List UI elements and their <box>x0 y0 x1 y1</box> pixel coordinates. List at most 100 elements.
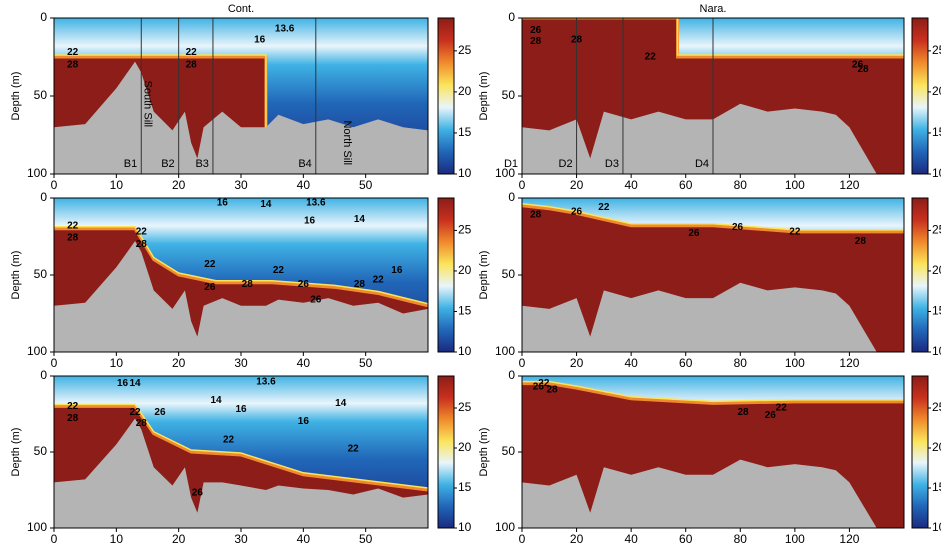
x-tick-label: 40 <box>297 178 311 192</box>
feature-label: South Sill <box>142 81 154 127</box>
colorbar-tick-label: 15 <box>932 480 941 494</box>
x-tick-label: 100 <box>785 532 805 546</box>
x-tick-label: 80 <box>734 356 748 370</box>
contour-label: 26 <box>688 228 700 239</box>
colorbar-tick-label: 15 <box>458 304 472 318</box>
contour-label: 26 <box>533 381 545 392</box>
contour-label: 22 <box>67 220 79 231</box>
contour-label: 22 <box>598 202 610 213</box>
feature-label: North Sill <box>341 120 353 165</box>
x-tick-label: 80 <box>734 178 748 192</box>
station-label: B1 <box>124 158 137 170</box>
contour-label: 28 <box>242 279 254 290</box>
x-tick-label: 30 <box>234 356 248 370</box>
contour-label: 22 <box>538 378 550 389</box>
contour-label: 28 <box>67 59 79 70</box>
colorbar-tick-label: 10 <box>458 344 472 358</box>
x-tick-label: 30 <box>234 178 248 192</box>
isotherm-edge <box>676 18 904 56</box>
colorbar-tick-label: 15 <box>932 304 941 318</box>
x-tick-label: 0 <box>51 178 58 192</box>
contour-label: 13.6 <box>256 377 276 388</box>
contour-label: 28 <box>67 233 79 244</box>
contour-label: 14 <box>335 398 347 409</box>
x-tick-label: 40 <box>624 178 638 192</box>
y-tick-label: 0 <box>40 190 47 204</box>
x-tick-label: 60 <box>679 532 693 546</box>
x-tick-label: 120 <box>839 532 859 546</box>
x-tick-label: 20 <box>172 178 186 192</box>
y-tick-label: 50 <box>502 88 516 102</box>
contour-label: 14 <box>260 199 272 210</box>
contour-label: 22 <box>223 434 235 445</box>
y-tick-label: 0 <box>508 190 515 204</box>
x-tick-label: 20 <box>172 532 186 546</box>
contour-label: 22 <box>776 403 788 414</box>
seafloor <box>54 61 428 174</box>
y-tick-label: 50 <box>34 444 48 458</box>
colorbar-tick-label: 20 <box>932 440 941 454</box>
station-label: B4 <box>298 158 311 170</box>
x-tick-label: 60 <box>679 178 693 192</box>
contour-label: 26 <box>732 222 744 233</box>
seafloor <box>54 418 428 528</box>
contour-label: 13.6 <box>306 197 326 208</box>
contour-label: 28 <box>530 210 542 221</box>
y-axis-label: Depth (m) <box>478 251 490 300</box>
seafloor <box>54 241 428 352</box>
contour-label: 26 <box>530 25 542 36</box>
contour-label: 14 <box>354 214 366 225</box>
isotherm <box>522 204 904 234</box>
x-tick-label: 100 <box>785 356 805 370</box>
x-tick-label: 40 <box>624 356 638 370</box>
y-tick-label: 100 <box>495 520 515 534</box>
x-tick-label: 0 <box>51 532 58 546</box>
contour-label: 22 <box>273 265 285 276</box>
colorbar-tick-label: 15 <box>932 125 941 139</box>
isotherm-edge <box>54 226 428 305</box>
y-tick-label: 0 <box>40 368 47 382</box>
y-tick-label: 50 <box>34 88 48 102</box>
station-label: D1 <box>504 158 518 170</box>
colorbar-tick-label: 15 <box>458 480 472 494</box>
y-axis-label: Depth (m) <box>10 428 22 477</box>
colorbar-tick-label: 25 <box>458 223 472 237</box>
station-label: D3 <box>605 158 619 170</box>
seafloor <box>522 282 904 352</box>
x-tick-label: 40 <box>297 532 311 546</box>
colorbar <box>437 197 455 353</box>
contour-label: 16 <box>298 416 310 427</box>
seafloor <box>522 459 904 528</box>
colorbar <box>437 17 455 175</box>
x-tick-label: 20 <box>570 178 584 192</box>
y-tick-label: 100 <box>27 344 47 358</box>
contour-label: 16 <box>117 378 129 389</box>
cold-layer <box>54 376 428 490</box>
colorbar-tick-label: 20 <box>932 263 941 277</box>
y-tick-label: 100 <box>495 344 515 358</box>
colorbar <box>911 375 929 529</box>
y-tick-label: 50 <box>502 267 516 281</box>
colorbar-tick-label: 25 <box>932 43 941 57</box>
colorbar <box>911 17 929 175</box>
y-tick-label: 50 <box>34 267 48 281</box>
contour-label: 16 <box>254 34 266 45</box>
contour-label: 28 <box>136 239 148 250</box>
contour-label: 26 <box>852 59 864 70</box>
x-tick-label: 20 <box>570 532 584 546</box>
colorbar-tick-label: 20 <box>458 440 472 454</box>
contour-label: 28 <box>530 36 542 47</box>
contour-label: 28 <box>571 34 583 45</box>
contour-label: 22 <box>789 227 801 238</box>
x-tick-label: 40 <box>297 356 311 370</box>
x-tick-label: 60 <box>679 356 693 370</box>
x-tick-label: 20 <box>172 356 186 370</box>
contour-label: 22 <box>67 401 79 412</box>
panel <box>522 376 904 528</box>
contour-label: 14 <box>129 378 141 389</box>
x-tick-label: 10 <box>110 356 124 370</box>
contour-label: 22 <box>67 47 79 58</box>
colorbar-tick-label: 10 <box>458 520 472 534</box>
x-tick-label: 0 <box>51 356 58 370</box>
